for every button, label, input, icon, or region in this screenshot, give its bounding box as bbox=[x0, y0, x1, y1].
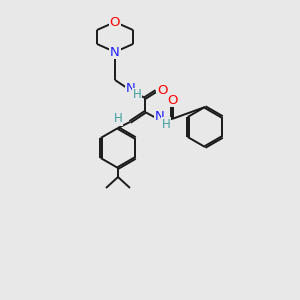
Text: O: O bbox=[110, 16, 120, 28]
Text: H: H bbox=[114, 112, 122, 125]
Text: N: N bbox=[155, 110, 165, 124]
Text: H: H bbox=[162, 118, 170, 130]
Text: O: O bbox=[167, 94, 177, 106]
Text: O: O bbox=[157, 85, 167, 98]
Text: H: H bbox=[133, 88, 141, 101]
Text: N: N bbox=[126, 82, 136, 95]
Text: N: N bbox=[110, 46, 120, 59]
